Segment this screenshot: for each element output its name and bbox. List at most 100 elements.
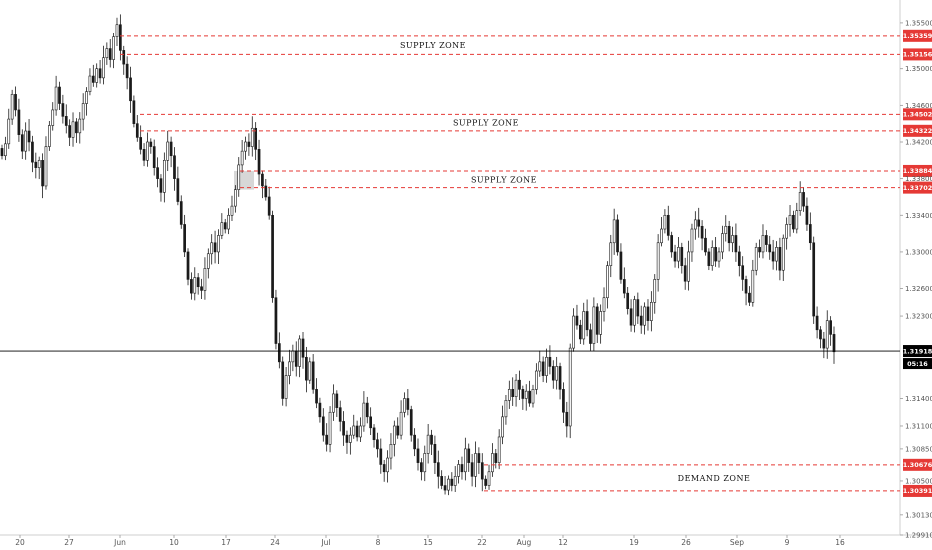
candle-body: [48, 125, 51, 147]
candle-body: [514, 379, 518, 397]
candle-body: [494, 453, 498, 463]
candle: [223, 218, 227, 234]
candle: [271, 210, 274, 303]
candle-body: [362, 402, 366, 427]
candle-body: [690, 228, 694, 253]
candle: [741, 256, 745, 291]
candle-body: [568, 347, 572, 427]
candle-body: [34, 161, 38, 168]
candle-body: [535, 370, 538, 390]
candle-body: [798, 192, 802, 212]
candle-body: [176, 178, 180, 202]
candle: [737, 245, 741, 277]
candle-body: [707, 251, 711, 266]
candle: [670, 231, 674, 258]
candle-body: [365, 402, 369, 418]
candle-body: [609, 242, 613, 266]
candle: [771, 239, 775, 270]
candle-body: [152, 146, 156, 168]
candle: [27, 119, 31, 152]
candle-body: [558, 366, 562, 390]
candle: [91, 64, 95, 87]
current-price-tag: [903, 345, 932, 358]
candle: [775, 241, 778, 271]
candle-body: [771, 251, 775, 262]
candle-body: [825, 320, 829, 349]
candle: [325, 423, 329, 452]
candle: [17, 98, 21, 142]
price-tick-label: 1.35000: [905, 65, 932, 73]
candle: [470, 453, 474, 487]
candle: [244, 136, 247, 160]
candle-body: [480, 462, 484, 480]
candle-body: [795, 210, 799, 230]
candle: [788, 204, 792, 237]
candle: [562, 382, 565, 423]
candle-body: [240, 150, 244, 166]
candle-body: [54, 86, 58, 111]
candle-body: [436, 462, 440, 477]
candle-body: [359, 425, 362, 438]
candle: [261, 170, 264, 199]
candle-body: [210, 242, 214, 255]
candle: [247, 133, 251, 156]
price-axis[interactable]: 1.35500 1.35000 1.34600 1.34200 1.33800 1.334…: [900, 19, 932, 540]
candle: [7, 108, 11, 149]
candle: [430, 429, 433, 456]
candle: [196, 273, 200, 295]
zone-level-tag-label: 1.34502: [903, 111, 932, 119]
candle: [267, 186, 271, 220]
candle: [376, 432, 379, 458]
price-tick-label: 1.34600: [905, 102, 932, 110]
candle-body: [673, 251, 677, 262]
candle: [203, 257, 207, 300]
candle-body: [474, 453, 477, 477]
candle: [592, 297, 596, 352]
candle-body: [805, 205, 809, 225]
candle-body: [599, 311, 602, 335]
time-tick-label: Jun: [113, 538, 126, 547]
candle: [660, 217, 663, 247]
candle-body: [257, 149, 261, 175]
candle-body: [727, 225, 731, 244]
candle-body: [193, 277, 197, 294]
candle-body: [447, 478, 450, 491]
zone-label: SUPPLY ZONE: [400, 41, 466, 50]
candle-body: [396, 425, 400, 436]
candle: [315, 378, 318, 409]
candle: [565, 401, 569, 438]
candle-body: [562, 389, 565, 413]
candle-body: [497, 436, 501, 463]
price-tick-label: 1.32600: [905, 285, 932, 293]
candle-body: [37, 160, 41, 168]
zone-level-tag-label: 1.33884: [903, 167, 932, 175]
candle-body: [639, 315, 643, 326]
candle: [457, 459, 460, 484]
candle-body: [135, 123, 139, 138]
candle: [754, 242, 758, 276]
candle-body: [44, 146, 48, 187]
candle-body: [761, 235, 765, 253]
time-tick-label: Sep: [730, 538, 744, 547]
candle: [734, 223, 738, 262]
zone-level-tag: [903, 48, 932, 61]
candle: [761, 224, 765, 259]
candle-body: [173, 155, 176, 179]
candle-body: [291, 350, 295, 363]
candle: [122, 45, 126, 75]
candle: [210, 234, 214, 265]
candle: [426, 423, 430, 464]
candle-body: [612, 219, 616, 244]
candle-body: [792, 214, 795, 230]
candle: [420, 458, 423, 481]
candle: [349, 427, 352, 455]
candle-body: [206, 253, 210, 269]
candle: [54, 75, 58, 116]
candle-body: [132, 100, 136, 124]
candle: [409, 405, 413, 442]
candle: [227, 208, 230, 235]
time-axis[interactable]: 20 27 Jun 10 17 24 Jul 8 15 22 Aug 12 19 26 Sep 9 16: [15, 535, 845, 547]
candle: [403, 392, 406, 418]
candle-body: [700, 225, 704, 239]
